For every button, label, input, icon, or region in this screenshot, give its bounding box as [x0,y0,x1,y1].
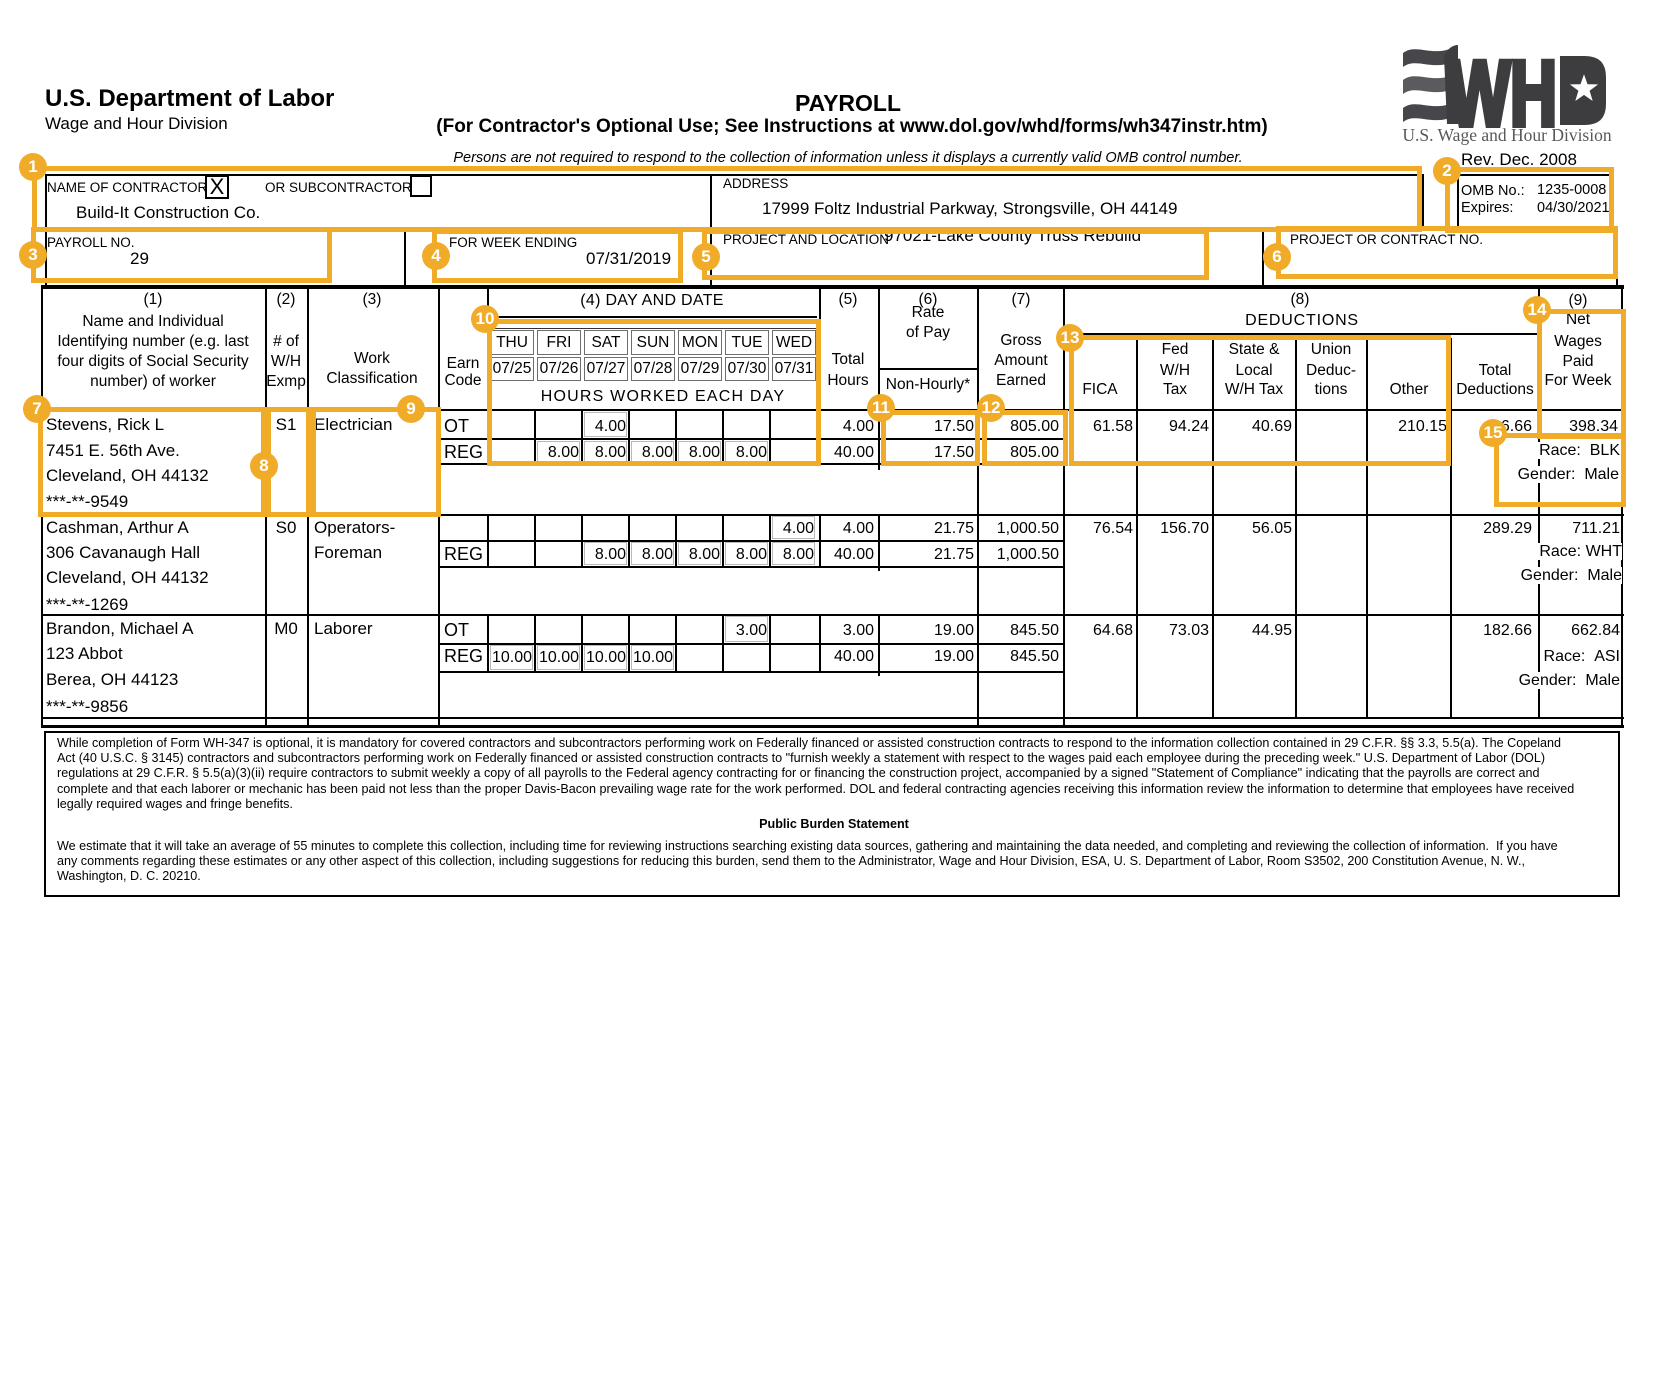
svg-text:U.S. Wage and Hour Division: U.S. Wage and Hour Division [1402,125,1611,145]
svg-text:WH: WH [1449,43,1557,145]
